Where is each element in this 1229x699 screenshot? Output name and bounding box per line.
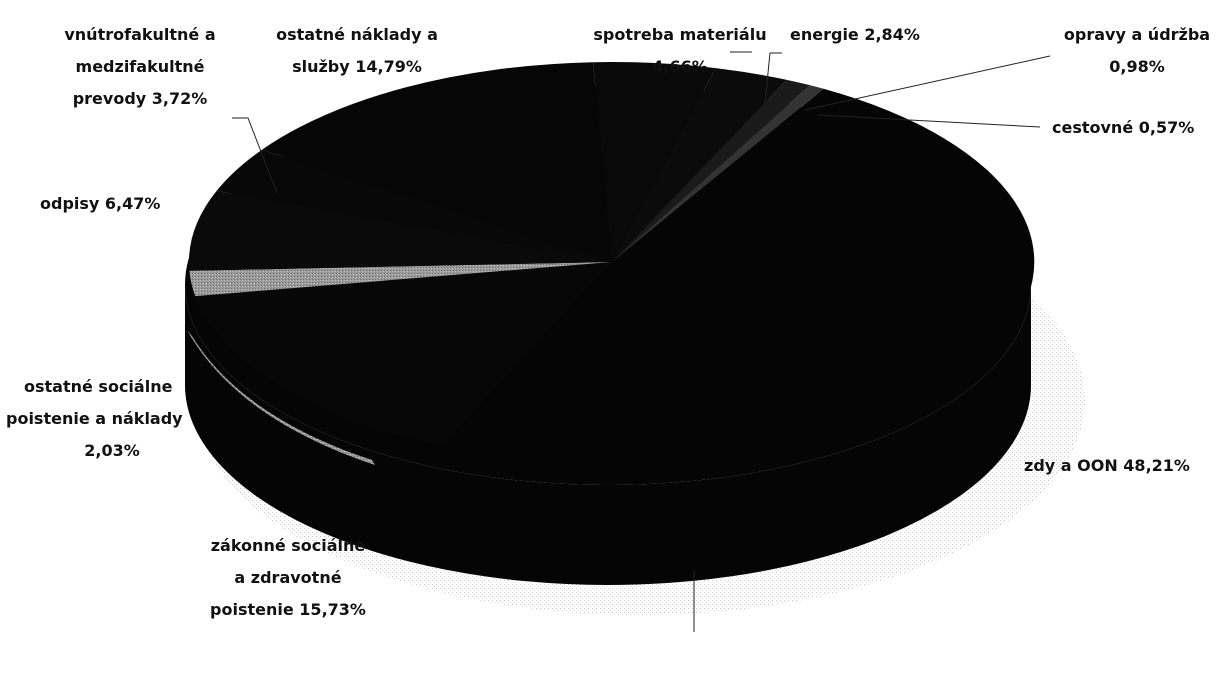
label-ostatne-naklady: ostatné náklady a služby 14,79%: [276, 25, 438, 76]
pie-slice-2: [195, 262, 612, 446]
pie-slice-8: [612, 68, 787, 262]
label-ostatne-socialne-line1: ostatné sociálne: [24, 377, 173, 396]
pie-slice-5: [216, 149, 612, 262]
label-vnutro: vnútrofakultné a medzifakultné prevody 3…: [64, 25, 215, 108]
leader-opravy: [804, 55, 1051, 111]
pie-slice-10: [612, 85, 824, 262]
pie-slice-1: [443, 88, 1035, 462]
label-vnutro-line3: prevody 3,72%: [73, 89, 208, 108]
label-opravy: opravy a údržba 0,98%: [1064, 25, 1210, 76]
label-zakonne-line1: zákonné sociálne: [211, 536, 366, 555]
label-zakonne: zákonné sociálne a zdravotné poistenie 1…: [210, 536, 366, 619]
pie-slice-6: [262, 62, 612, 263]
label-spotreba: spotreba materiálu 4,66%: [593, 25, 766, 76]
label-spotreba-line2: 4,66%: [652, 57, 708, 76]
label-ostatne-socialne: ostatné sociálne poistenie a náklady 2,0…: [6, 377, 183, 460]
label-zakonne-line2: a zdravotné: [234, 568, 341, 587]
label-vnutro-line1: vnútrofakultné a: [64, 25, 215, 44]
pie-slice-3: [189, 262, 612, 297]
label-spotreba-line1: spotreba materiálu: [593, 25, 766, 44]
label-mzdy: zdy a OON 48,21%: [1024, 456, 1190, 475]
label-ostatne-naklady-line1: ostatné náklady a: [276, 25, 438, 44]
label-energie: energie 2,84%: [790, 25, 920, 44]
leader-vnutro: [232, 117, 278, 194]
pie-side: [185, 285, 1031, 585]
pie-slice-9: [612, 79, 811, 263]
leader-spotreba: [764, 52, 782, 104]
leader-cestovne: [817, 114, 1041, 128]
pie-slice-7: [593, 61, 716, 262]
label-cestovne: cestovné 0,57%: [1052, 118, 1194, 137]
pie-slice-4: [188, 191, 612, 271]
label-odpisy: odpisy 6,47%: [40, 194, 160, 213]
label-ostatne-socialne-line3: 2,03%: [84, 441, 140, 460]
label-ostatne-naklady-line2: služby 14,79%: [292, 57, 422, 76]
label-opravy-line2: 0,98%: [1109, 57, 1165, 76]
label-vnutro-line2: medzifakultné: [76, 57, 205, 76]
label-ostatne-socialne-line2: poistenie a náklady: [6, 409, 183, 428]
label-opravy-line1: opravy a údržba: [1064, 25, 1210, 44]
label-zakonne-line3: poistenie 15,73%: [210, 600, 366, 619]
